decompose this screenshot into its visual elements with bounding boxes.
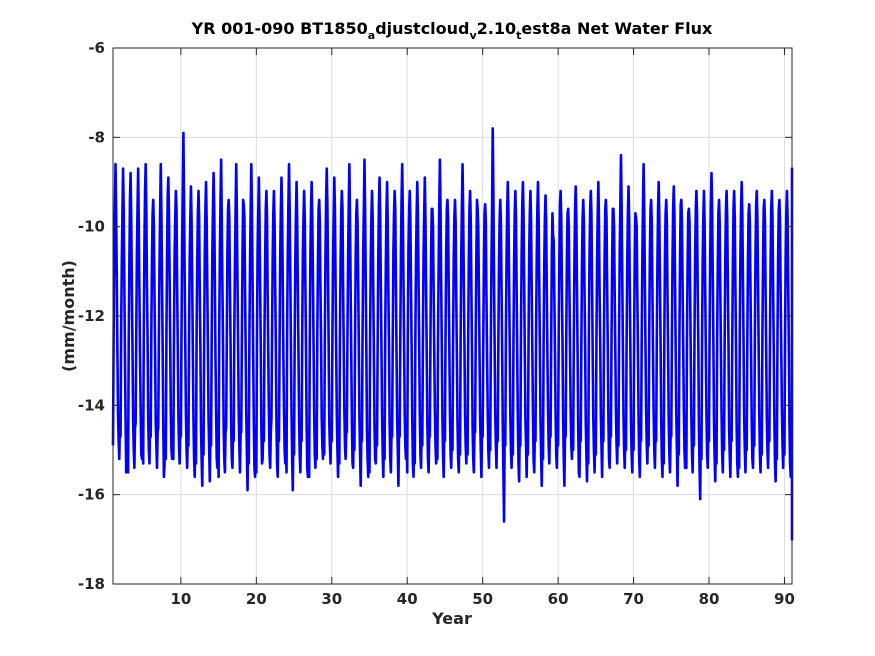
title-segment: est8a Net Water Flux [521, 19, 713, 38]
y-tick-label: -12 [78, 307, 105, 325]
x-tick-label: 40 [397, 590, 418, 608]
y-tick-label: -10 [78, 218, 105, 236]
y-tick-label: -16 [78, 486, 105, 504]
y-axis-title: (mm/month) [59, 260, 78, 372]
title-segment: YR 001-090 BT1850 [191, 19, 368, 38]
title-subscript: a [368, 29, 375, 42]
title-subscript: t [516, 29, 521, 42]
x-tick-label: 20 [246, 590, 267, 608]
x-tick-label: 10 [170, 590, 191, 608]
x-tick-label: 70 [623, 590, 644, 608]
x-tick-label: 80 [699, 590, 720, 608]
ticks: 10 20 30 40 50 60 70 80 90 -18 -16 -14 -12 -10 -8 -6 [78, 39, 795, 608]
series-line-0 [111, 127, 794, 541]
title-segment: djustcloud [375, 19, 469, 38]
y-tick-label: -18 [78, 575, 105, 593]
series-layer [111, 127, 794, 541]
x-axis-title: Year [431, 609, 472, 628]
x-tick-label: 30 [321, 590, 342, 608]
y-tick-label: -6 [88, 39, 105, 57]
x-tick-label: 60 [548, 590, 569, 608]
x-tick-label: 90 [774, 590, 795, 608]
chart-title: YR 001-090 BT1850adjustcloudv2.10test8a … [191, 19, 713, 42]
title-segment: 2.10 [477, 19, 516, 38]
y-tick-label: -8 [88, 128, 105, 146]
y-tick-label: -14 [78, 396, 105, 414]
x-tick-label: 50 [472, 590, 493, 608]
title-subscript: v [470, 29, 478, 42]
